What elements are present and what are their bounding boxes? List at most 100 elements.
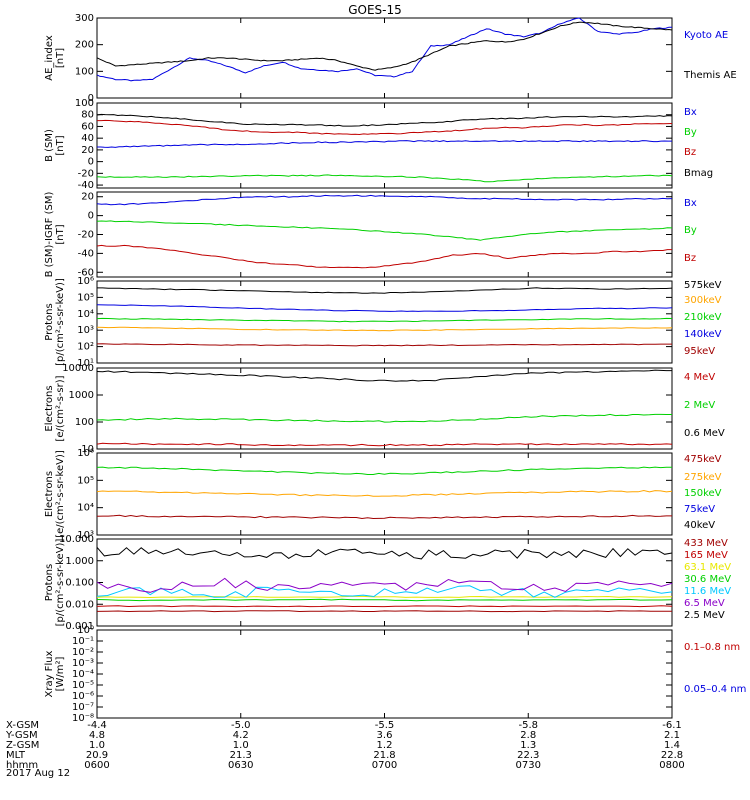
x-row-value: 0630	[228, 760, 253, 771]
legend-2-5-mev: 2.5 MeV	[684, 610, 725, 621]
y-axis-label: [e/(cm²-s-sr)]	[55, 375, 66, 441]
x-row-label: Z-GSM	[6, 740, 39, 751]
y-tick-label: 40	[81, 133, 94, 144]
legend-75kev: 75keV	[684, 504, 715, 515]
y-tick-label: 10⁴	[77, 503, 94, 514]
series-line-bz	[96, 244, 672, 269]
x-row-label: X-GSM	[6, 720, 39, 731]
y-axis-label: [nT]	[55, 48, 66, 68]
legend-bz: Bz	[684, 147, 696, 158]
series-line-165-mev	[96, 605, 673, 608]
x-row-value: 21.3	[230, 750, 252, 761]
x-row-value: -4.4	[87, 720, 107, 731]
y-tick-label: 10³	[77, 530, 94, 541]
x-row-value: -5.8	[518, 720, 538, 731]
x-row-value: 0800	[659, 760, 684, 771]
legend-6-5-mev: 6.5 MeV	[684, 598, 725, 609]
x-row-label: hhmm	[6, 760, 38, 771]
x-row-value: 1.0	[233, 740, 249, 751]
x-row-label: MLT	[6, 750, 26, 761]
series-line-by	[96, 174, 673, 183]
y-tick-label: 0	[88, 211, 94, 222]
x-row-value: -5.0	[231, 720, 251, 731]
series-line-bz	[97, 119, 673, 136]
x-row-value: -6.1	[662, 720, 682, 731]
series-line-2-mev	[96, 413, 672, 423]
legend-475kev: 475keV	[684, 454, 722, 465]
x-row-value: 1.2	[377, 740, 393, 751]
x-row-value: 21.8	[373, 750, 395, 761]
y-axis-label: B (SM)-IGRF (SM)	[44, 192, 55, 278]
y-tick-label: 0	[88, 157, 94, 168]
x-row-value: 4.2	[233, 730, 249, 741]
legend-0-05-0-4-nm: 0.05–0.4 nm	[684, 684, 746, 695]
legend-165-mev: 165 MeV	[684, 550, 728, 561]
y-tick-label: 10⁻⁴	[72, 669, 94, 680]
legend-11-6-mev: 11.6 MeV	[684, 586, 731, 597]
legend-4-mev: 4 MeV	[684, 372, 715, 383]
y-tick-label: 10000	[62, 363, 94, 374]
x-row-value: 0700	[372, 760, 397, 771]
series-line-2-5-mev	[96, 546, 673, 560]
y-tick-label: 10⁻⁵	[72, 680, 94, 691]
y-tick-label: 200	[75, 40, 94, 51]
series-line-bx	[96, 194, 673, 206]
legend-575kev: 575keV	[684, 280, 722, 291]
y-axis-label: Protons	[44, 564, 55, 601]
panel-3: -60 -40 -20 0 20 B (SM)-IGRF (SM) [nT] Bx By Bz	[44, 191, 697, 278]
legend-by: By	[684, 127, 697, 138]
legend-433-mev: 433 MeV	[684, 538, 728, 549]
y-tick-label: 10⁻²	[72, 647, 94, 658]
y-axis-label: [nT]	[55, 224, 66, 244]
x-row-value: 2.1	[664, 730, 680, 741]
y-tick-label: 10⁻⁸	[72, 713, 94, 724]
plot-title: GOES-15	[348, 3, 402, 17]
y-axis-label: [p/(cm²-s-sr-keV)]	[55, 278, 66, 366]
y-tick-label: 10⁻⁷	[72, 702, 94, 713]
y-tick-label: 100	[75, 417, 94, 428]
y-tick-label: 10⁵	[77, 292, 94, 303]
series-line-0-6-mev	[96, 369, 672, 382]
y-tick-label: 1000	[69, 390, 94, 401]
y-tick-label: 10.000	[59, 534, 94, 545]
legend-by: By	[684, 225, 697, 236]
series-line-bmag	[96, 113, 673, 127]
y-tick-label: 80	[81, 110, 94, 121]
series-line-433-mev	[96, 610, 673, 613]
panel-6: 10³ 10⁴ 10⁵ 10⁶ Electrons [e/(cm²-s-sr-keV)] 4…	[44, 448, 722, 541]
legend-140kev: 140keV	[684, 329, 722, 340]
y-tick-label: -20	[78, 168, 94, 179]
y-tick-label: 10⁰	[77, 625, 94, 636]
panel-4: 10¹ 10² 10³ 10⁴ 10⁵ 10⁶ Protons [p/(cm²-s-sr-ke…	[44, 276, 722, 369]
y-tick-label: 300	[75, 13, 94, 24]
legend-63-1-mev: 63.1 MeV	[684, 562, 731, 573]
y-tick-label: 10⁻⁶	[72, 691, 94, 702]
y-tick-label: 100	[75, 98, 94, 109]
series-line-475kev	[96, 514, 672, 520]
panel-frame	[96, 452, 673, 536]
legend-95kev: 95keV	[684, 346, 715, 357]
legend-150kev: 150keV	[684, 488, 722, 499]
y-tick-label: 10⁶	[77, 276, 94, 287]
series-line-95kev	[96, 343, 672, 347]
legend-0-6-mev: 0.6 MeV	[684, 428, 725, 439]
x-axis-table: X-GSM -4.4 -5.0 -5.5 -5.8 -6.1 Y-GSM 4.8 4.2 3.6 2…	[5, 720, 685, 771]
x-row-value: 3.6	[377, 730, 393, 741]
y-axis-label: [nT]	[55, 135, 66, 155]
legend-300kev: 300keV	[684, 295, 722, 306]
y-tick-label: 10²	[77, 342, 94, 353]
x-row-value: -5.5	[375, 720, 395, 731]
y-axis-label: [W/m²]	[55, 656, 66, 691]
series-line-275kev	[96, 489, 673, 497]
panel-5: 10 100 1000 10000 Electrons [e/(cm²-s-sr)] 4 M…	[44, 363, 725, 455]
series-line-themis-ae	[96, 21, 673, 71]
y-axis-label: Electrons	[44, 471, 55, 517]
legend-275kev: 275keV	[684, 472, 722, 483]
y-tick-label: 10⁵	[77, 475, 94, 486]
series-line-kyoto-ae	[96, 17, 673, 82]
legend-kyoto-ae: Kyoto AE	[684, 30, 728, 41]
y-axis-label: Protons	[44, 303, 55, 340]
